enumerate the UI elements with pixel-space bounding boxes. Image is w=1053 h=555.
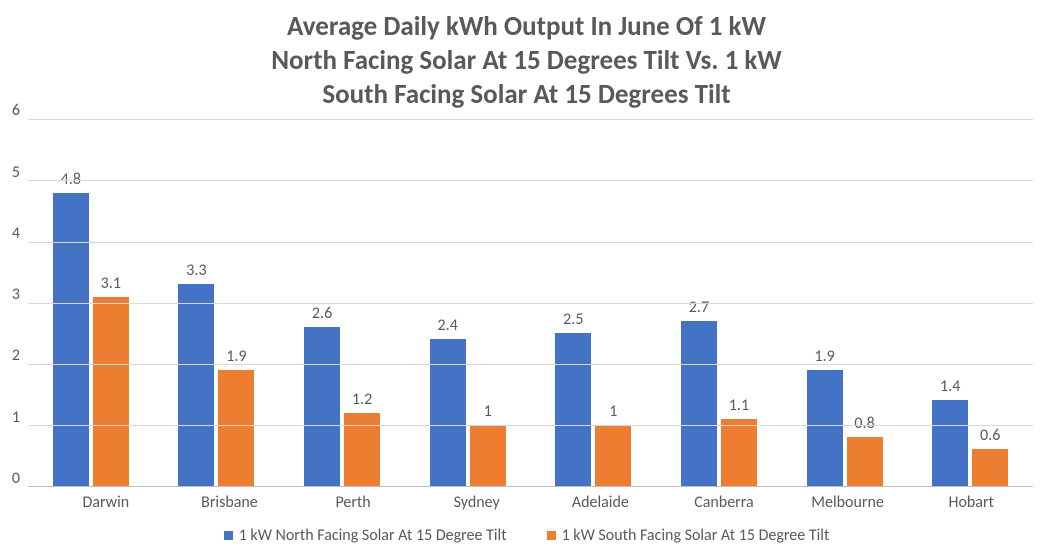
legend-swatch — [547, 531, 556, 540]
bar-value-label: 1.2 — [352, 390, 372, 409]
bar-value-label: 2.5 — [563, 310, 583, 329]
legend-swatch — [224, 531, 233, 540]
bar-south — [595, 425, 631, 486]
legend-item: 1 kW North Facing Solar At 15 Degree Til… — [224, 526, 507, 545]
bar-south — [344, 413, 380, 486]
bar-south — [93, 297, 129, 486]
gridline — [28, 119, 1033, 120]
bar-value-label: 3.3 — [186, 261, 206, 280]
bar-value-label: 1.1 — [729, 396, 749, 415]
legend-label: 1 kW South Facing Solar At 15 Degree Til… — [562, 526, 830, 545]
legend-item: 1 kW South Facing Solar At 15 Degree Til… — [547, 526, 830, 545]
y-axis: 6543210 — [20, 119, 28, 487]
legend-label: 1 kW North Facing Solar At 15 Degree Til… — [239, 526, 507, 545]
gridline — [28, 180, 1033, 181]
x-axis: DarwinBrisbanePerthSydneyAdelaideCanberr… — [44, 493, 1033, 512]
bar-value-label: 1 — [609, 402, 617, 421]
bar-value-label: 4.8 — [61, 170, 81, 189]
chart-container: Average Daily kWh Output In June Of 1 kW… — [0, 0, 1053, 555]
bar-south — [218, 370, 254, 486]
x-tick: Canberra — [662, 493, 786, 512]
bar-south — [972, 449, 1008, 486]
bar-north — [304, 327, 340, 486]
bar-north — [681, 321, 717, 486]
chart-title-line-3: South Facing Solar At 15 Degrees Tilt — [322, 78, 730, 111]
bar-south — [847, 437, 883, 486]
bar-value-label: 3.1 — [101, 274, 121, 293]
gridline — [28, 242, 1033, 243]
x-tick: Darwin — [44, 493, 168, 512]
chart-title: Average Daily kWh Output In June Of 1 kW… — [60, 10, 993, 111]
bar-value-label: 2.7 — [689, 298, 709, 317]
bar-value-label: 1 — [484, 402, 492, 421]
bar-north — [430, 339, 466, 486]
bar-north — [178, 284, 214, 486]
bar-south — [470, 425, 506, 486]
bar-north — [932, 400, 968, 486]
x-tick: Sydney — [415, 493, 539, 512]
x-tick: Brisbane — [168, 493, 292, 512]
chart-title-line-2: North Facing Solar At 15 Degrees Tilt Vs… — [271, 44, 782, 77]
x-tick: Hobart — [909, 493, 1033, 512]
x-tick: Adelaide — [539, 493, 663, 512]
plot-area: 4.83.13.31.92.61.22.412.512.71.11.90.81.… — [28, 119, 1033, 487]
bar-north — [555, 333, 591, 486]
bar-value-label: 0.8 — [854, 414, 874, 433]
bar-south — [721, 419, 757, 486]
bar-value-label: 0.6 — [980, 426, 1000, 445]
gridline — [28, 364, 1033, 365]
gridline — [28, 425, 1033, 426]
legend: 1 kW North Facing Solar At 15 Degree Til… — [20, 526, 1033, 545]
bar-north — [807, 370, 843, 486]
bar-value-label: 2.4 — [438, 316, 458, 335]
gridline — [28, 303, 1033, 304]
chart-title-line-1: Average Daily kWh Output In June Of 1 kW — [287, 10, 766, 43]
plot-wrap: 6543210 4.83.13.31.92.61.22.412.512.71.1… — [20, 119, 1033, 487]
x-tick: Perth — [291, 493, 415, 512]
bar-value-label: 2.6 — [312, 304, 332, 323]
bar-north — [53, 193, 89, 486]
bar-value-label: 1.4 — [940, 377, 960, 396]
x-tick: Melbourne — [786, 493, 910, 512]
